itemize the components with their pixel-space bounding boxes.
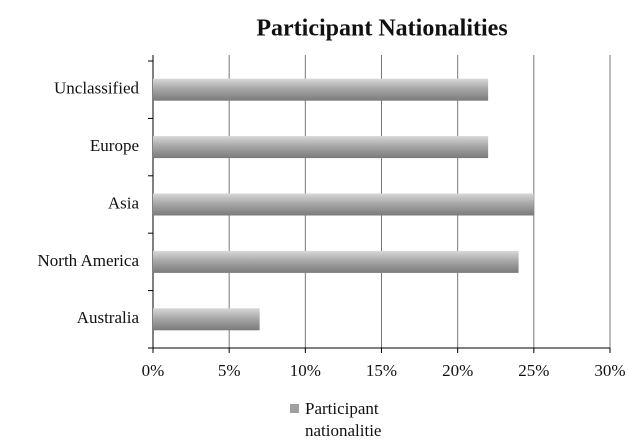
chart-title: Participant Nationalities	[256, 16, 507, 42]
legend-label: Participant nationalitie	[305, 399, 382, 440]
bar	[153, 308, 260, 331]
bar	[153, 78, 489, 101]
x-tick-label: 10%	[290, 361, 321, 380]
x-tick-label: 30%	[594, 361, 625, 380]
x-tick-label: 25%	[518, 361, 549, 380]
x-tick-label: 15%	[366, 361, 397, 380]
y-tick-label: Asia	[108, 193, 140, 212]
y-tick-label: North America	[38, 251, 140, 270]
bar	[153, 250, 519, 273]
bar	[153, 136, 489, 159]
x-tick-label: 5%	[218, 361, 241, 380]
bar	[153, 193, 534, 216]
y-tick-label: Australia	[77, 308, 140, 327]
y-tick-label: Europe	[90, 136, 139, 155]
legend-swatch	[290, 404, 299, 413]
x-tick-label: 0%	[142, 361, 165, 380]
x-tick-label: 20%	[442, 361, 473, 380]
y-tick-label: Unclassified	[54, 79, 139, 98]
